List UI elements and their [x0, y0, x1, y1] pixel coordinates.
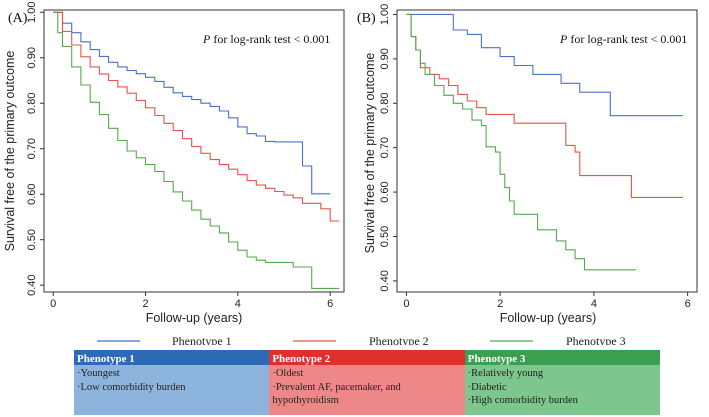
panel-b-ylabel: Survival free of the primary outcome: [363, 53, 377, 254]
panel-b-annotation: P for log-rank test < 0.001: [559, 32, 687, 46]
y-tick-label: 0.90: [26, 47, 38, 68]
phenotype-3-column: Phenotype 3 ·Relatively young ·Diabetic …: [464, 350, 660, 415]
y-tick-label: 0.80: [379, 93, 391, 114]
phenotype-3-body: ·Relatively young ·Diabetic ·High comorb…: [464, 365, 660, 415]
legend-label-phenotype-1: Phenotype 1: [172, 334, 232, 345]
phenotype-1-header: Phenotype 1: [74, 350, 270, 365]
series-line-phenotype-3: [53, 11, 340, 289]
y-tick-label: 0.70: [379, 137, 391, 158]
y-tick-label: 0.80: [26, 93, 38, 114]
legend: Phenotype 1 Phenotype 2 Phenotype 3: [97, 334, 626, 345]
series-line-phenotype-2: [406, 13, 683, 198]
phenotype-1-line: ·Low comorbidity burden: [77, 381, 186, 393]
phenotype-1-body: ·Youngest ·Low comorbidity burden: [74, 365, 270, 415]
phenotype-3-line: ·High comorbidity burden: [467, 395, 578, 406]
y-tick-label: 0.40: [26, 274, 38, 295]
phenotype-2-column: Phenotype 2 ·Oldest ·Prevalent AF, pacem…: [269, 350, 465, 415]
phenotype-1-column: Phenotype 1 ·Youngest ·Low comorbidity b…: [74, 350, 270, 415]
y-tick-label: 0.60: [26, 183, 38, 204]
x-tick-label: 6: [685, 298, 691, 310]
phenotype-2-body: ·Oldest ·Prevalent AF, pacemaker, and hy…: [269, 365, 465, 415]
legend-label-phenotype-3: Phenotype 3: [566, 334, 626, 345]
x-tick-label: 2: [497, 298, 503, 310]
figure: (A) P for log-rank test < 0.001 0.40 0.50…: [3, 2, 698, 345]
panel-a-annotation: P for log-rank test < 0.001: [202, 32, 330, 46]
legend-label-phenotype-2: Phenotype 2: [369, 334, 429, 345]
panel-a-series: [53, 11, 340, 289]
series-line-phenotype-3: [406, 13, 637, 271]
phenotype-3-line: ·Relatively young: [467, 368, 544, 379]
panel-b-frame: [396, 9, 698, 293]
y-tick-label: 0.90: [379, 48, 391, 69]
y-tick-label: 0.40: [379, 270, 391, 291]
phenotype-table: Phenotype 1 ·Youngest ·Low comorbidity b…: [74, 350, 660, 415]
series-line-phenotype-1: [53, 11, 331, 195]
x-tick-label: 4: [235, 298, 241, 310]
panel-a-xlabel: Follow-up (years): [146, 311, 243, 325]
panel-a-label: (A): [8, 11, 28, 26]
panel-b-series: [406, 13, 683, 271]
phenotype-3-line: ·Diabetic: [467, 381, 507, 393]
panel-a-y-axis: 0.40 0.50 0.60 0.70 0.80 0.90 1.00: [26, 2, 44, 296]
panel-b-y-axis: 0.40 0.50 0.60 0.70 0.80 0.90 1.00: [379, 4, 397, 292]
x-tick-label: 0: [403, 298, 409, 310]
phenotype-3-header: Phenotype 3: [464, 350, 660, 365]
panel-b-label: (B): [357, 11, 376, 26]
x-tick-label: 0: [50, 298, 56, 310]
series-line-phenotype-1: [406, 13, 683, 117]
x-tick-label: 2: [142, 298, 148, 310]
x-tick-label: 6: [327, 298, 333, 310]
y-tick-label: 0.60: [379, 181, 391, 202]
panel-a-x-axis: 0 2 4 6: [50, 292, 333, 310]
panel-a: (A) P for log-rank test < 0.001 0.40 0.50…: [3, 2, 345, 325]
y-tick-label: 0.50: [379, 226, 391, 247]
phenotype-2-header: Phenotype 2: [269, 350, 465, 365]
y-tick-label: 0.50: [26, 229, 38, 250]
y-tick-label: 1.00: [26, 2, 38, 23]
panel-a-frame: [43, 9, 345, 293]
series-line-phenotype-2: [53, 11, 340, 222]
x-tick-label: 4: [591, 298, 597, 310]
phenotype-2-line: ·Oldest: [272, 368, 304, 379]
panel-a-ylabel: Survival free of the primary outcome: [3, 51, 17, 252]
panel-b: (B) P for log-rank test < 0.001 0.40 0.50…: [357, 4, 698, 325]
phenotype-2-line: hypothyroidism: [272, 395, 339, 406]
phenotype-2-line: ·Prevalent AF, pacemaker, and: [272, 381, 401, 393]
y-tick-label: 1.00: [379, 4, 391, 25]
phenotype-1-line: ·Youngest: [77, 368, 120, 379]
panel-b-x-axis: 0 2 4 6: [403, 292, 691, 310]
panel-b-xlabel: Follow-up (years): [500, 311, 597, 325]
y-tick-label: 0.70: [26, 138, 38, 159]
